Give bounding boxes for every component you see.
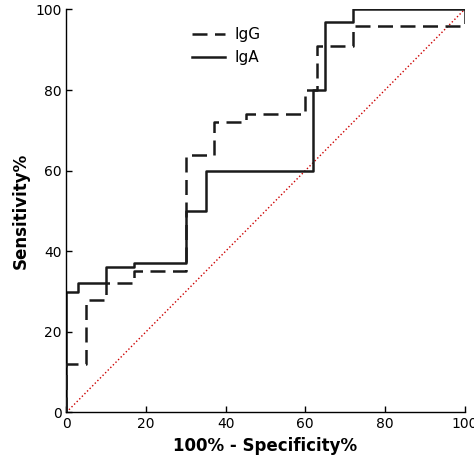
IgA <box>310 168 316 173</box>
IgG <box>103 297 109 302</box>
IgA <box>103 264 109 270</box>
IgA <box>350 7 356 12</box>
IgA <box>64 410 69 415</box>
X-axis label: 100% - Specificity%: 100% - Specificity% <box>173 437 357 455</box>
IgG <box>183 152 189 157</box>
IgA <box>183 261 189 266</box>
IgG <box>462 7 467 12</box>
IgA <box>64 289 69 294</box>
IgA <box>75 289 81 294</box>
IgA <box>350 19 356 25</box>
Y-axis label: Sensitivity%: Sensitivity% <box>11 153 29 269</box>
IgG <box>350 23 356 28</box>
IgA <box>103 281 109 286</box>
IgG <box>211 152 217 157</box>
IgG <box>302 111 308 117</box>
IgA <box>131 261 137 266</box>
IgG <box>183 268 189 274</box>
IgG <box>64 361 69 367</box>
IgG <box>302 87 308 93</box>
Legend: IgG, IgA: IgG, IgA <box>185 21 266 71</box>
Line: IgA: IgA <box>66 9 465 412</box>
IgG <box>350 43 356 49</box>
IgA <box>131 264 137 270</box>
IgA <box>310 87 316 93</box>
IgG <box>103 281 109 286</box>
IgG <box>211 119 217 125</box>
IgG <box>314 43 320 49</box>
IgA <box>322 87 328 93</box>
IgG <box>314 87 320 93</box>
IgG <box>83 297 89 302</box>
IgG <box>243 111 248 117</box>
IgG <box>243 119 248 125</box>
IgA <box>462 7 467 12</box>
IgA <box>203 168 209 173</box>
IgA <box>203 208 209 214</box>
IgG <box>462 23 467 28</box>
IgA <box>75 281 81 286</box>
IgA <box>322 19 328 25</box>
Line: IgG: IgG <box>66 9 465 412</box>
IgG <box>131 268 137 274</box>
IgG <box>64 410 69 415</box>
IgG <box>83 361 89 367</box>
IgA <box>183 208 189 214</box>
IgG <box>131 281 137 286</box>
